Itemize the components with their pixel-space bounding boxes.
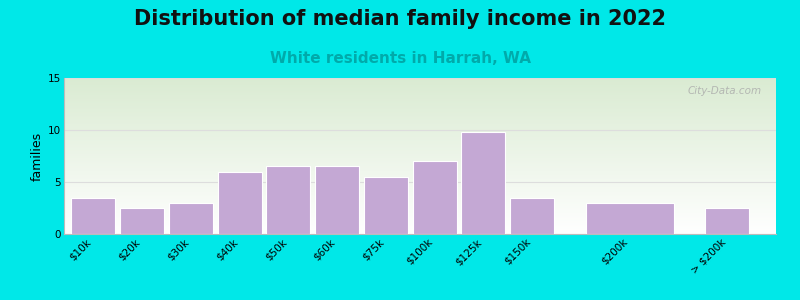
Bar: [315, 167, 359, 234]
Bar: [71, 198, 115, 234]
Bar: [510, 198, 554, 234]
Y-axis label: families: families: [31, 131, 44, 181]
Bar: [266, 167, 310, 234]
Bar: [218, 172, 262, 234]
Text: Distribution of median family income in 2022: Distribution of median family income in …: [134, 9, 666, 29]
Bar: [586, 203, 674, 234]
Text: White residents in Harrah, WA: White residents in Harrah, WA: [270, 51, 530, 66]
Bar: [169, 203, 213, 234]
Bar: [413, 161, 457, 234]
Bar: [364, 177, 408, 234]
Text: City-Data.com: City-Data.com: [688, 86, 762, 96]
Bar: [120, 208, 164, 234]
Bar: [706, 208, 749, 234]
Bar: [462, 132, 506, 234]
